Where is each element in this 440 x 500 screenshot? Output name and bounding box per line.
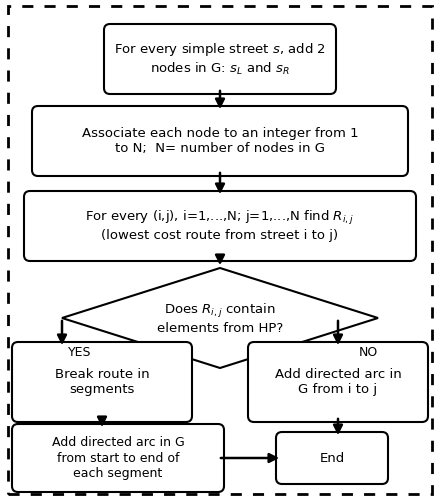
Text: Associate each node to an integer from 1
to N;  N= number of nodes in G: Associate each node to an integer from 1… [82,127,358,155]
FancyBboxPatch shape [104,24,336,94]
Text: Add directed arc in
G from i to j: Add directed arc in G from i to j [275,368,401,396]
Text: YES: YES [68,346,92,358]
Text: Does $R_{i,j}$ contain
elements from HP?: Does $R_{i,j}$ contain elements from HP? [157,302,283,334]
FancyBboxPatch shape [276,432,388,484]
Text: NO: NO [359,346,378,358]
Text: For every (i,j), i=1,...,N; j=1,...,N find $R_{i,j}$
(lowest cost route from str: For every (i,j), i=1,...,N; j=1,...,N fi… [85,210,355,242]
FancyBboxPatch shape [12,342,192,422]
FancyBboxPatch shape [12,424,224,492]
Text: End: End [319,452,345,464]
FancyBboxPatch shape [248,342,428,422]
Text: For every simple street $s$, add 2
nodes in G: $s_L$ and $s_R$: For every simple street $s$, add 2 nodes… [114,42,326,76]
FancyBboxPatch shape [32,106,408,176]
Text: Break route in
segments: Break route in segments [55,368,149,396]
Text: Add directed arc in G
from start to end of
each segment: Add directed arc in G from start to end … [51,436,184,480]
Polygon shape [62,268,378,368]
FancyBboxPatch shape [24,191,416,261]
